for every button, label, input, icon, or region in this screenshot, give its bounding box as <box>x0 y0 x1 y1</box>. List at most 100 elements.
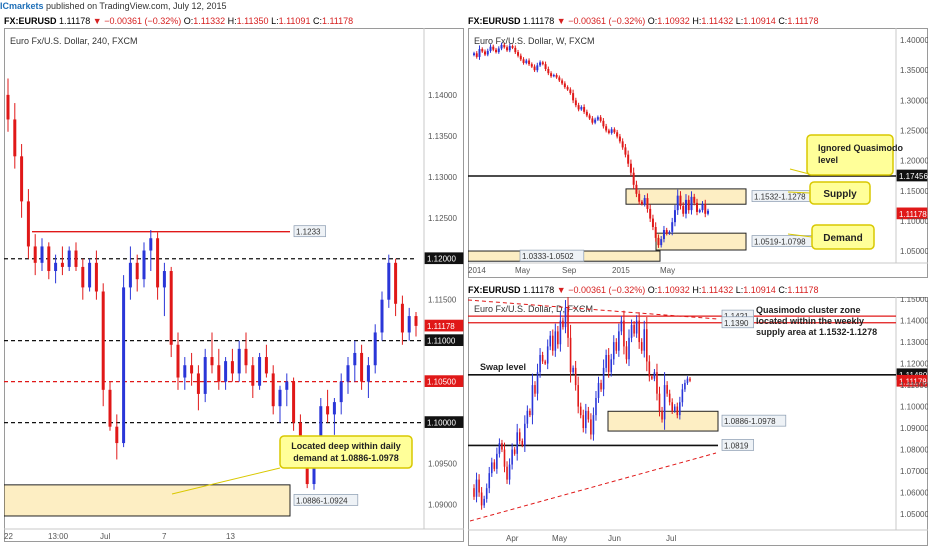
y-tick: 1.13000 <box>428 173 457 182</box>
candle <box>554 323 557 357</box>
x-tick: 7 <box>162 532 167 541</box>
y-tick: 1.30000 <box>900 96 928 105</box>
candle <box>649 204 652 223</box>
candle <box>190 352 194 386</box>
y-tick: 1.11000 <box>900 381 928 390</box>
candle <box>563 81 566 89</box>
zone-label-bg <box>293 494 359 506</box>
candle <box>501 439 503 453</box>
candle <box>513 447 516 456</box>
x-tick: 2015 <box>612 266 630 275</box>
candle <box>587 406 590 423</box>
level-label: 1.1233 <box>296 228 321 237</box>
level-label: 1.17456 <box>899 172 928 181</box>
candle <box>612 335 615 365</box>
x-tick: 2014 <box>468 266 486 275</box>
candle <box>615 338 618 354</box>
low-label: L: <box>735 285 744 295</box>
y-tick: 1.13500 <box>428 132 457 141</box>
chart-daily[interactable]: Euro Fx/U.S. Dollar, D, FXCM 1.0886-1.09… <box>468 297 928 546</box>
level-label-bg <box>896 374 928 387</box>
candle <box>251 357 255 399</box>
candle <box>569 324 572 383</box>
y-tick: 1.14000 <box>900 317 928 326</box>
candle <box>503 442 506 473</box>
header-weekly: FX:EURUSD 1.11178 ▼ −0.00361 (−0.32%) O:… <box>468 14 819 28</box>
open-value: 1.10932 <box>657 16 690 26</box>
candle <box>521 438 524 448</box>
candle <box>536 62 539 73</box>
chart-weekly[interactable]: Euro Fx/U.S. Dollar, W, FXCM 1.1532-1.12… <box>468 28 928 278</box>
candle <box>676 402 679 419</box>
candle <box>569 87 572 95</box>
callout-pointer <box>787 233 813 238</box>
callout-text-line: Located deep within daily <box>291 441 401 451</box>
candle <box>657 234 660 248</box>
candle <box>508 43 511 53</box>
candle <box>544 359 546 365</box>
candle <box>6 78 10 132</box>
candle <box>478 474 480 497</box>
last-price: 1.11178 <box>523 16 555 26</box>
candle <box>20 144 24 218</box>
header-240: FX:EURUSD 1.11178 ▼ −0.00361 (−0.32%) O:… <box>4 14 353 28</box>
candle <box>651 214 654 231</box>
candle <box>511 44 514 50</box>
candle <box>640 199 643 206</box>
callout-box <box>279 435 413 469</box>
candle <box>271 365 275 415</box>
candle <box>40 238 44 272</box>
level-label-bg <box>424 375 464 387</box>
zone-label-bg <box>721 414 787 427</box>
candle <box>623 310 625 355</box>
candle <box>646 317 648 372</box>
open-label: O: <box>647 16 658 26</box>
level-label-bg <box>721 316 754 329</box>
candle <box>278 385 282 423</box>
symbol: FX:EURUSD <box>468 285 521 295</box>
candle <box>475 51 478 59</box>
x-tick: May <box>552 534 567 543</box>
candle <box>541 351 544 364</box>
candle <box>682 202 685 217</box>
candle <box>495 47 498 54</box>
zone-box <box>655 232 747 251</box>
last-price: 1.11178 <box>59 16 91 26</box>
candle <box>679 396 681 420</box>
candle <box>332 398 336 435</box>
level-label: 1.11178 <box>899 377 927 386</box>
candle <box>596 115 599 122</box>
candle <box>373 324 377 374</box>
chart-240[interactable]: Euro Fx/U.S. Dollar, 240, FXCM 1.0886-1.… <box>4 28 464 542</box>
y-tick: 1.12500 <box>428 214 457 223</box>
high-label: H: <box>227 16 237 26</box>
candle <box>600 379 602 392</box>
callout-text-line: level <box>818 155 838 165</box>
candle <box>583 104 586 114</box>
candle <box>244 332 248 374</box>
close-value: 1.11178 <box>787 285 819 295</box>
zone-label: 1.0886-1.0924 <box>296 496 348 505</box>
candle <box>572 365 574 375</box>
candle <box>210 332 214 374</box>
candle <box>203 348 207 403</box>
candle <box>666 381 668 397</box>
candle <box>522 57 525 65</box>
x-tick: May <box>660 266 675 275</box>
candle <box>478 45 481 60</box>
candle <box>346 357 350 394</box>
callout-text-line: Ignored Quasimodo <box>818 143 904 153</box>
candle <box>567 297 569 347</box>
change: −0.00361 (−0.32%) <box>104 16 182 26</box>
callout-text-line: Demand <box>823 233 862 244</box>
candle <box>633 320 635 337</box>
candle <box>656 363 658 401</box>
candle <box>224 357 228 390</box>
publisher-name[interactable]: ICmarkets <box>0 1 44 11</box>
candle <box>562 317 564 330</box>
candle <box>610 353 613 377</box>
y-tick: 1.10000 <box>900 403 928 412</box>
zone-label-bg <box>519 249 585 262</box>
candle <box>580 105 583 111</box>
candle <box>574 360 577 391</box>
